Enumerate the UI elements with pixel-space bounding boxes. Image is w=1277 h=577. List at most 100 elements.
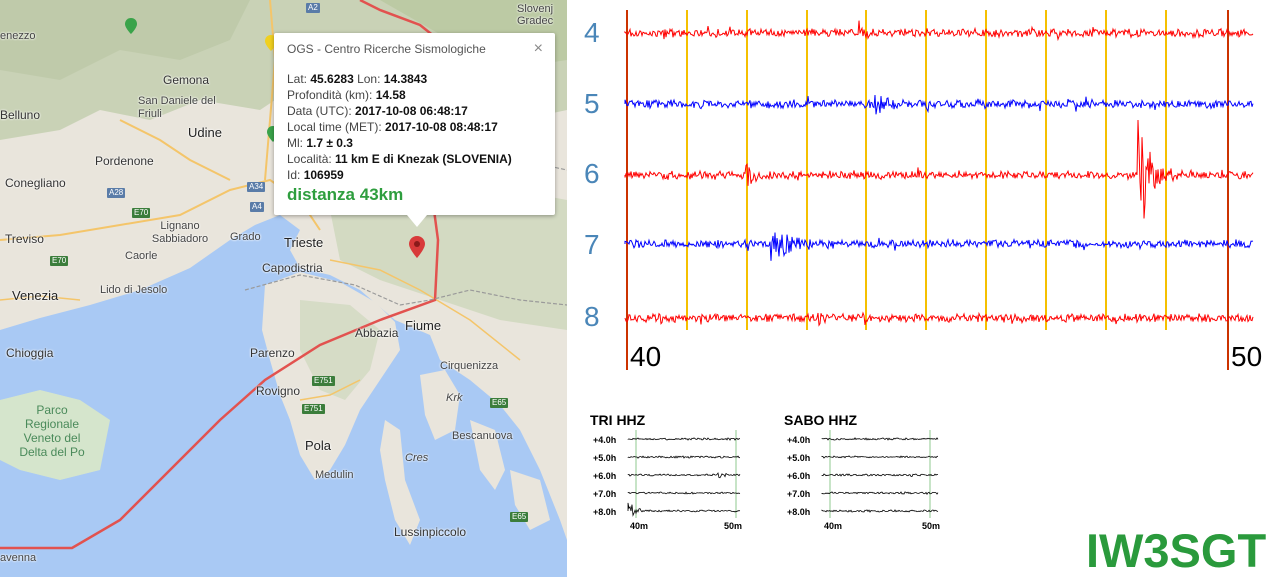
row-label: 7 (584, 229, 600, 260)
panel-row-label: +6.0h (787, 471, 811, 481)
popup-row-latlon: Lat: 45.6283 Lon: 14.3843 (287, 72, 428, 86)
trace-row-4 (624, 20, 1254, 42)
map-label-parco: Parco Regionale Veneto del Delta del Po (19, 403, 85, 459)
time-tick-label: 50 (1231, 341, 1263, 372)
row-label: 5 (584, 88, 600, 119)
map-label-lussinpiccolo: Lussinpiccolo (394, 525, 467, 539)
panel-title: TRI HHZ (590, 412, 646, 428)
panel-traces (821, 430, 939, 518)
road-shield: A2 (306, 3, 320, 13)
panel-row-label: +6.0h (593, 471, 617, 481)
panel-tick-label: 40m (824, 521, 843, 531)
map-label-jesolo: Lido di Jesolo (100, 284, 168, 296)
map-label-krk: Krk (446, 392, 463, 404)
panel-row-label: +5.0h (593, 453, 617, 463)
time-tick-label: 40 (630, 341, 662, 372)
map-label-abbazia: Abbazia (355, 326, 399, 340)
seismogram-traces (624, 10, 1254, 370)
station-callsign: IW3SGT (1086, 524, 1267, 577)
trace-row-5 (624, 94, 1254, 115)
panel-trace (627, 437, 740, 441)
map-label-cres: Cres (405, 452, 429, 464)
map-label-venezia: Venezia (12, 288, 59, 303)
panel-trace (627, 472, 741, 479)
map-label-venzone: enezzo (0, 30, 36, 42)
popup-row-id: Id: 106959 (287, 168, 344, 182)
map-label-gemona: Gemona (163, 73, 210, 87)
map-label-belluno: Belluno (0, 108, 41, 122)
panel-trace (627, 491, 741, 495)
panel-tick-label: 50m (922, 521, 941, 531)
map-label-pola: Pola (305, 438, 332, 453)
panel-row-label: +7.0h (593, 489, 617, 499)
map-label-cirquenizza: Cirquenizza (440, 360, 499, 372)
road-shield: E70 (132, 208, 151, 218)
map-label-grado: Grado (230, 231, 261, 243)
popup-row-magnitude: Ml: 1.7 ± 0.3 (287, 136, 353, 150)
row-label: 6 (584, 158, 600, 189)
road-shield: A28 (107, 188, 126, 198)
map-label-fiume: Fiume (405, 318, 442, 333)
popup-row-depth: Profondità (km): 14.58 (287, 88, 406, 102)
panel-row-label: +7.0h (787, 489, 811, 499)
road-shield: E65 (490, 398, 509, 408)
map-label-medulin: Medulin (315, 469, 354, 481)
seismogram: 4 5 6 7 8 40 50 (567, 0, 1277, 400)
road-shield: A34 (247, 182, 266, 192)
row-label: 8 (584, 301, 600, 332)
panel-row-label: +8.0h (593, 507, 617, 517)
map-label-conegliano: Conegliano (5, 176, 66, 190)
map-label-pordenone: Pordenone (95, 154, 154, 168)
panel-row-label: +5.0h (787, 453, 811, 463)
panel-row-label: +8.0h (787, 507, 811, 517)
trace-row-8 (624, 311, 1254, 327)
panel-tick-label: 40m (630, 521, 649, 531)
panel-row-label: +4.0h (593, 435, 617, 445)
road-shield: E70 (50, 256, 69, 266)
map-label-trieste: Trieste (284, 235, 324, 250)
popup-distance: distanza 43km (287, 185, 404, 204)
close-icon[interactable]: × (533, 40, 543, 57)
road-shield: E65 (510, 512, 529, 522)
helicorder-panel-tri: TRI HHZ +4.0h +5.0h +6.0h +7.0h +8.0h 40… (588, 410, 748, 535)
panel-tick-label: 50m (724, 521, 743, 531)
map-label-ravenna: avenna (0, 552, 37, 564)
map-label-rovigno: Rovigno (256, 384, 301, 398)
map-label-udine: Udine (188, 125, 222, 140)
map-view[interactable]: Slovenj Gradec Gemona San Daniele del Fri… (0, 0, 567, 577)
popup-row-local: Local time (MET): 2017-10-08 08:48:17 (287, 120, 498, 134)
panel-trace (821, 455, 939, 459)
panel-trace (821, 509, 939, 513)
panel-trace (627, 502, 741, 517)
map-label-slovenj: Slovenj Gradec (517, 3, 554, 27)
panel-trace (821, 437, 939, 441)
map-label-capodistria: Capodistria (262, 261, 323, 275)
road-shield: A4 (250, 202, 264, 212)
map-label-bescanuova: Bescanuova (452, 430, 513, 442)
map-label-lignano: Lignano Sabbiadoro (151, 220, 209, 245)
panel-row-label: +4.0h (787, 435, 811, 445)
map-label-parenzo: Parenzo (250, 346, 295, 360)
road-shield: E751 (302, 404, 325, 414)
row-label: 4 (584, 17, 600, 48)
map-marker-green-icon[interactable] (125, 18, 137, 34)
panel-trace (821, 491, 939, 495)
popup-row-utc: Data (UTC): 2017-10-08 06:48:17 (287, 104, 468, 118)
panel-trace (627, 455, 741, 459)
trace-row-6 (624, 119, 1254, 219)
popup-details: Lat: 45.6283 Lon: 14.3843 Profondità (km… (287, 71, 512, 183)
panel-title: SABO HHZ (784, 412, 858, 428)
popup-row-location: Località: 11 km E di Knezak (SLOVENIA) (287, 152, 512, 166)
map-label-treviso: Treviso (5, 232, 44, 246)
epicenter-pin-icon[interactable] (409, 236, 425, 258)
map-label-caorle: Caorle (125, 250, 158, 262)
panel-trace (821, 473, 939, 478)
road-shield: E751 (312, 376, 335, 386)
map-label-san-daniele: San Daniele del Friuli (138, 95, 216, 120)
event-info-popup: OGS - Centro Ricerche Sismologiche × Lat… (274, 33, 555, 227)
map-label-chioggia: Chioggia (6, 346, 54, 360)
popup-title: OGS - Centro Ricerche Sismologiche (287, 42, 486, 56)
helicorder-panel-sabo: SABO HHZ +4.0h +5.0h +6.0h +7.0h +8.0h 4… (782, 410, 947, 535)
panel-traces (627, 430, 741, 518)
trace-row-7 (624, 232, 1254, 261)
